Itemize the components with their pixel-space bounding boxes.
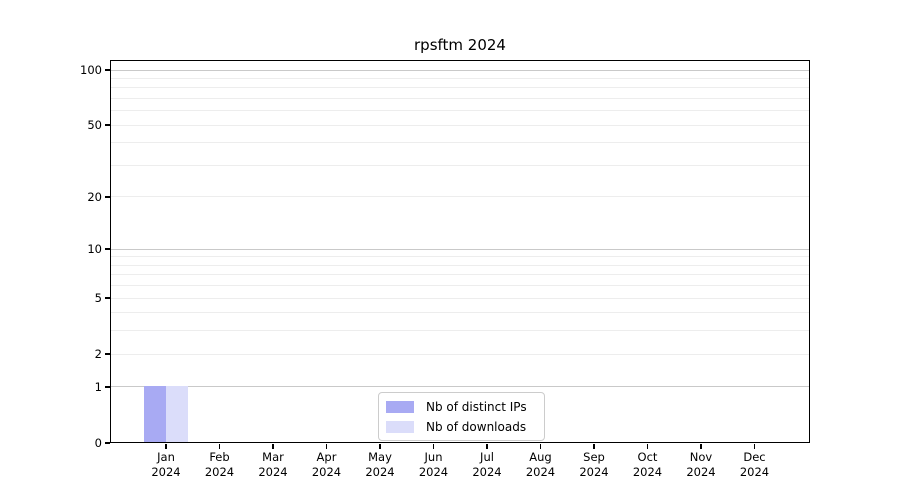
gridline-5 — [111, 297, 809, 299]
gridline-90 — [111, 77, 809, 79]
y-tick-5 — [105, 297, 110, 299]
x-tick-label-oct: Oct 2024 — [632, 450, 663, 479]
x-tick-oct — [646, 444, 649, 449]
gridline-4 — [111, 312, 809, 314]
x-tick-label-sep: Sep 2024 — [579, 450, 609, 479]
gridline-60 — [111, 110, 809, 112]
x-tick-jun — [432, 444, 435, 449]
legend-swatch-downloads — [386, 420, 414, 433]
gridline-8 — [111, 264, 809, 266]
y-tick-label-5: 5 — [94, 291, 102, 306]
x-tick-may — [379, 444, 381, 449]
gridline-80 — [111, 87, 809, 89]
legend-entry-downloads: Nb of downloads — [386, 418, 536, 435]
x-tick-mar — [272, 444, 274, 449]
x-tick-label-jun: Jun 2024 — [418, 450, 449, 479]
gridline-70 — [111, 97, 809, 99]
y-tick-20 — [105, 196, 110, 198]
legend-label-distinct-ips: Nb of distinct IPs — [426, 399, 527, 414]
gridline-50 — [111, 124, 809, 126]
y-tick-label-2: 2 — [94, 347, 102, 362]
x-tick-apr — [325, 444, 328, 449]
y-tick-label-20: 20 — [87, 189, 102, 204]
gridline-10 — [111, 248, 809, 250]
x-tick-label-apr: Apr 2024 — [311, 450, 342, 479]
x-tick-feb — [218, 444, 221, 449]
x-tick-label-may: May 2024 — [365, 450, 395, 479]
gridline-6 — [111, 285, 809, 287]
y-tick-label-0: 0 — [94, 436, 102, 450]
x-tick-dec — [753, 444, 756, 449]
legend-swatch-distinct-ips — [386, 400, 414, 413]
x-tick-aug — [539, 444, 542, 449]
x-tick-label-jan: Jan 2024 — [151, 450, 181, 479]
bar-distinct-ips-jan — [143, 386, 166, 443]
x-tick-label-nov: Nov 2024 — [686, 450, 716, 479]
x-tick-label-mar: Mar 2024 — [258, 450, 288, 479]
gridline-100 — [111, 69, 809, 71]
x-tick-label-feb: Feb 2024 — [204, 450, 235, 479]
bar-downloads-jan — [165, 386, 188, 443]
gridline-7 — [111, 274, 809, 276]
x-tick-label-aug: Aug 2024 — [525, 450, 556, 479]
x-tick-jan — [165, 444, 167, 449]
x-tick-label-dec: Dec 2024 — [739, 450, 770, 479]
legend-entry-distinct-ips: Nb of distinct IPs — [386, 398, 536, 415]
gridline-30 — [111, 164, 809, 166]
y-tick-100 — [105, 69, 110, 71]
y-tick-2 — [105, 353, 110, 355]
legend: Nb of distinct IPs Nb of downloads — [378, 392, 545, 441]
y-tick-label-10: 10 — [87, 242, 102, 257]
gridline-1 — [111, 386, 809, 388]
gridline-2 — [111, 353, 809, 355]
gridline-9 — [111, 256, 809, 258]
y-tick-label-1: 1 — [94, 379, 102, 394]
y-tick-0 — [105, 442, 110, 444]
chart-title: rpsftm 2024 — [414, 36, 506, 54]
gridline-3 — [111, 330, 809, 332]
legend-label-downloads: Nb of downloads — [426, 419, 527, 434]
plot-area — [110, 60, 810, 443]
y-tick-10 — [105, 248, 110, 250]
gridline-40 — [111, 142, 809, 144]
x-tick-nov — [700, 444, 702, 449]
y-tick-label-50: 50 — [87, 118, 102, 133]
y-tick-label-100: 100 — [80, 63, 102, 77]
gridline-20 — [111, 196, 809, 198]
y-tick-1 — [105, 386, 110, 388]
x-tick-label-jul: Jul 2024 — [472, 450, 502, 479]
y-tick-50 — [105, 124, 110, 126]
x-tick-sep — [593, 444, 595, 449]
x-tick-jul — [486, 444, 488, 449]
